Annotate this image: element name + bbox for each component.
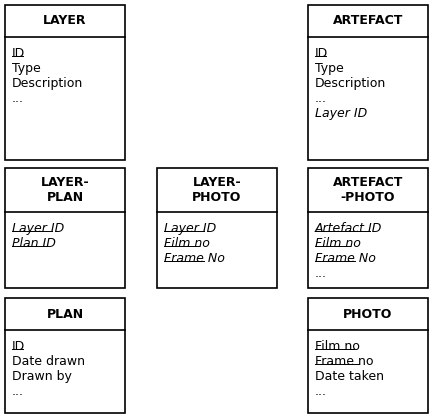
Text: Frame No: Frame No <box>315 252 376 265</box>
Text: ...: ... <box>315 267 327 280</box>
Bar <box>5 168 125 288</box>
Text: Description: Description <box>12 77 83 90</box>
Bar <box>157 168 277 288</box>
Text: LAYER-
PLAN: LAYER- PLAN <box>41 176 89 204</box>
Text: PLAN: PLAN <box>46 307 84 320</box>
Text: Description: Description <box>315 77 386 90</box>
Text: ...: ... <box>315 92 327 105</box>
Text: ...: ... <box>12 92 24 105</box>
Text: Film no: Film no <box>315 340 360 353</box>
Text: Drawn by: Drawn by <box>12 370 72 383</box>
Text: PHOTO: PHOTO <box>343 307 393 320</box>
Text: ARTEFACT
-PHOTO: ARTEFACT -PHOTO <box>333 176 403 204</box>
Bar <box>308 168 428 288</box>
Bar <box>5 298 125 413</box>
Text: Type: Type <box>12 62 41 75</box>
Text: Frame no: Frame no <box>315 355 374 368</box>
Text: ID: ID <box>315 47 328 60</box>
Text: Artefact ID: Artefact ID <box>315 222 382 235</box>
Text: LAYER: LAYER <box>43 15 87 27</box>
Text: ID: ID <box>12 47 25 60</box>
Text: ...: ... <box>12 385 24 398</box>
Text: Frame No: Frame No <box>164 252 225 265</box>
Bar <box>5 5 125 160</box>
Text: Date taken: Date taken <box>315 370 384 383</box>
Text: Film no: Film no <box>315 237 361 250</box>
Text: Layer ID: Layer ID <box>164 222 216 235</box>
Text: ...: ... <box>315 385 327 398</box>
Text: ARTEFACT: ARTEFACT <box>333 15 403 27</box>
Text: Plan ID: Plan ID <box>12 237 56 250</box>
Text: Date drawn: Date drawn <box>12 355 85 368</box>
Text: ID: ID <box>12 340 25 353</box>
Text: Film no: Film no <box>164 237 210 250</box>
Text: Layer ID: Layer ID <box>315 107 367 120</box>
Text: LAYER-
PHOTO: LAYER- PHOTO <box>192 176 242 204</box>
Text: Type: Type <box>315 62 344 75</box>
Bar <box>308 298 428 413</box>
Bar <box>308 5 428 160</box>
Text: Layer ID: Layer ID <box>12 222 64 235</box>
